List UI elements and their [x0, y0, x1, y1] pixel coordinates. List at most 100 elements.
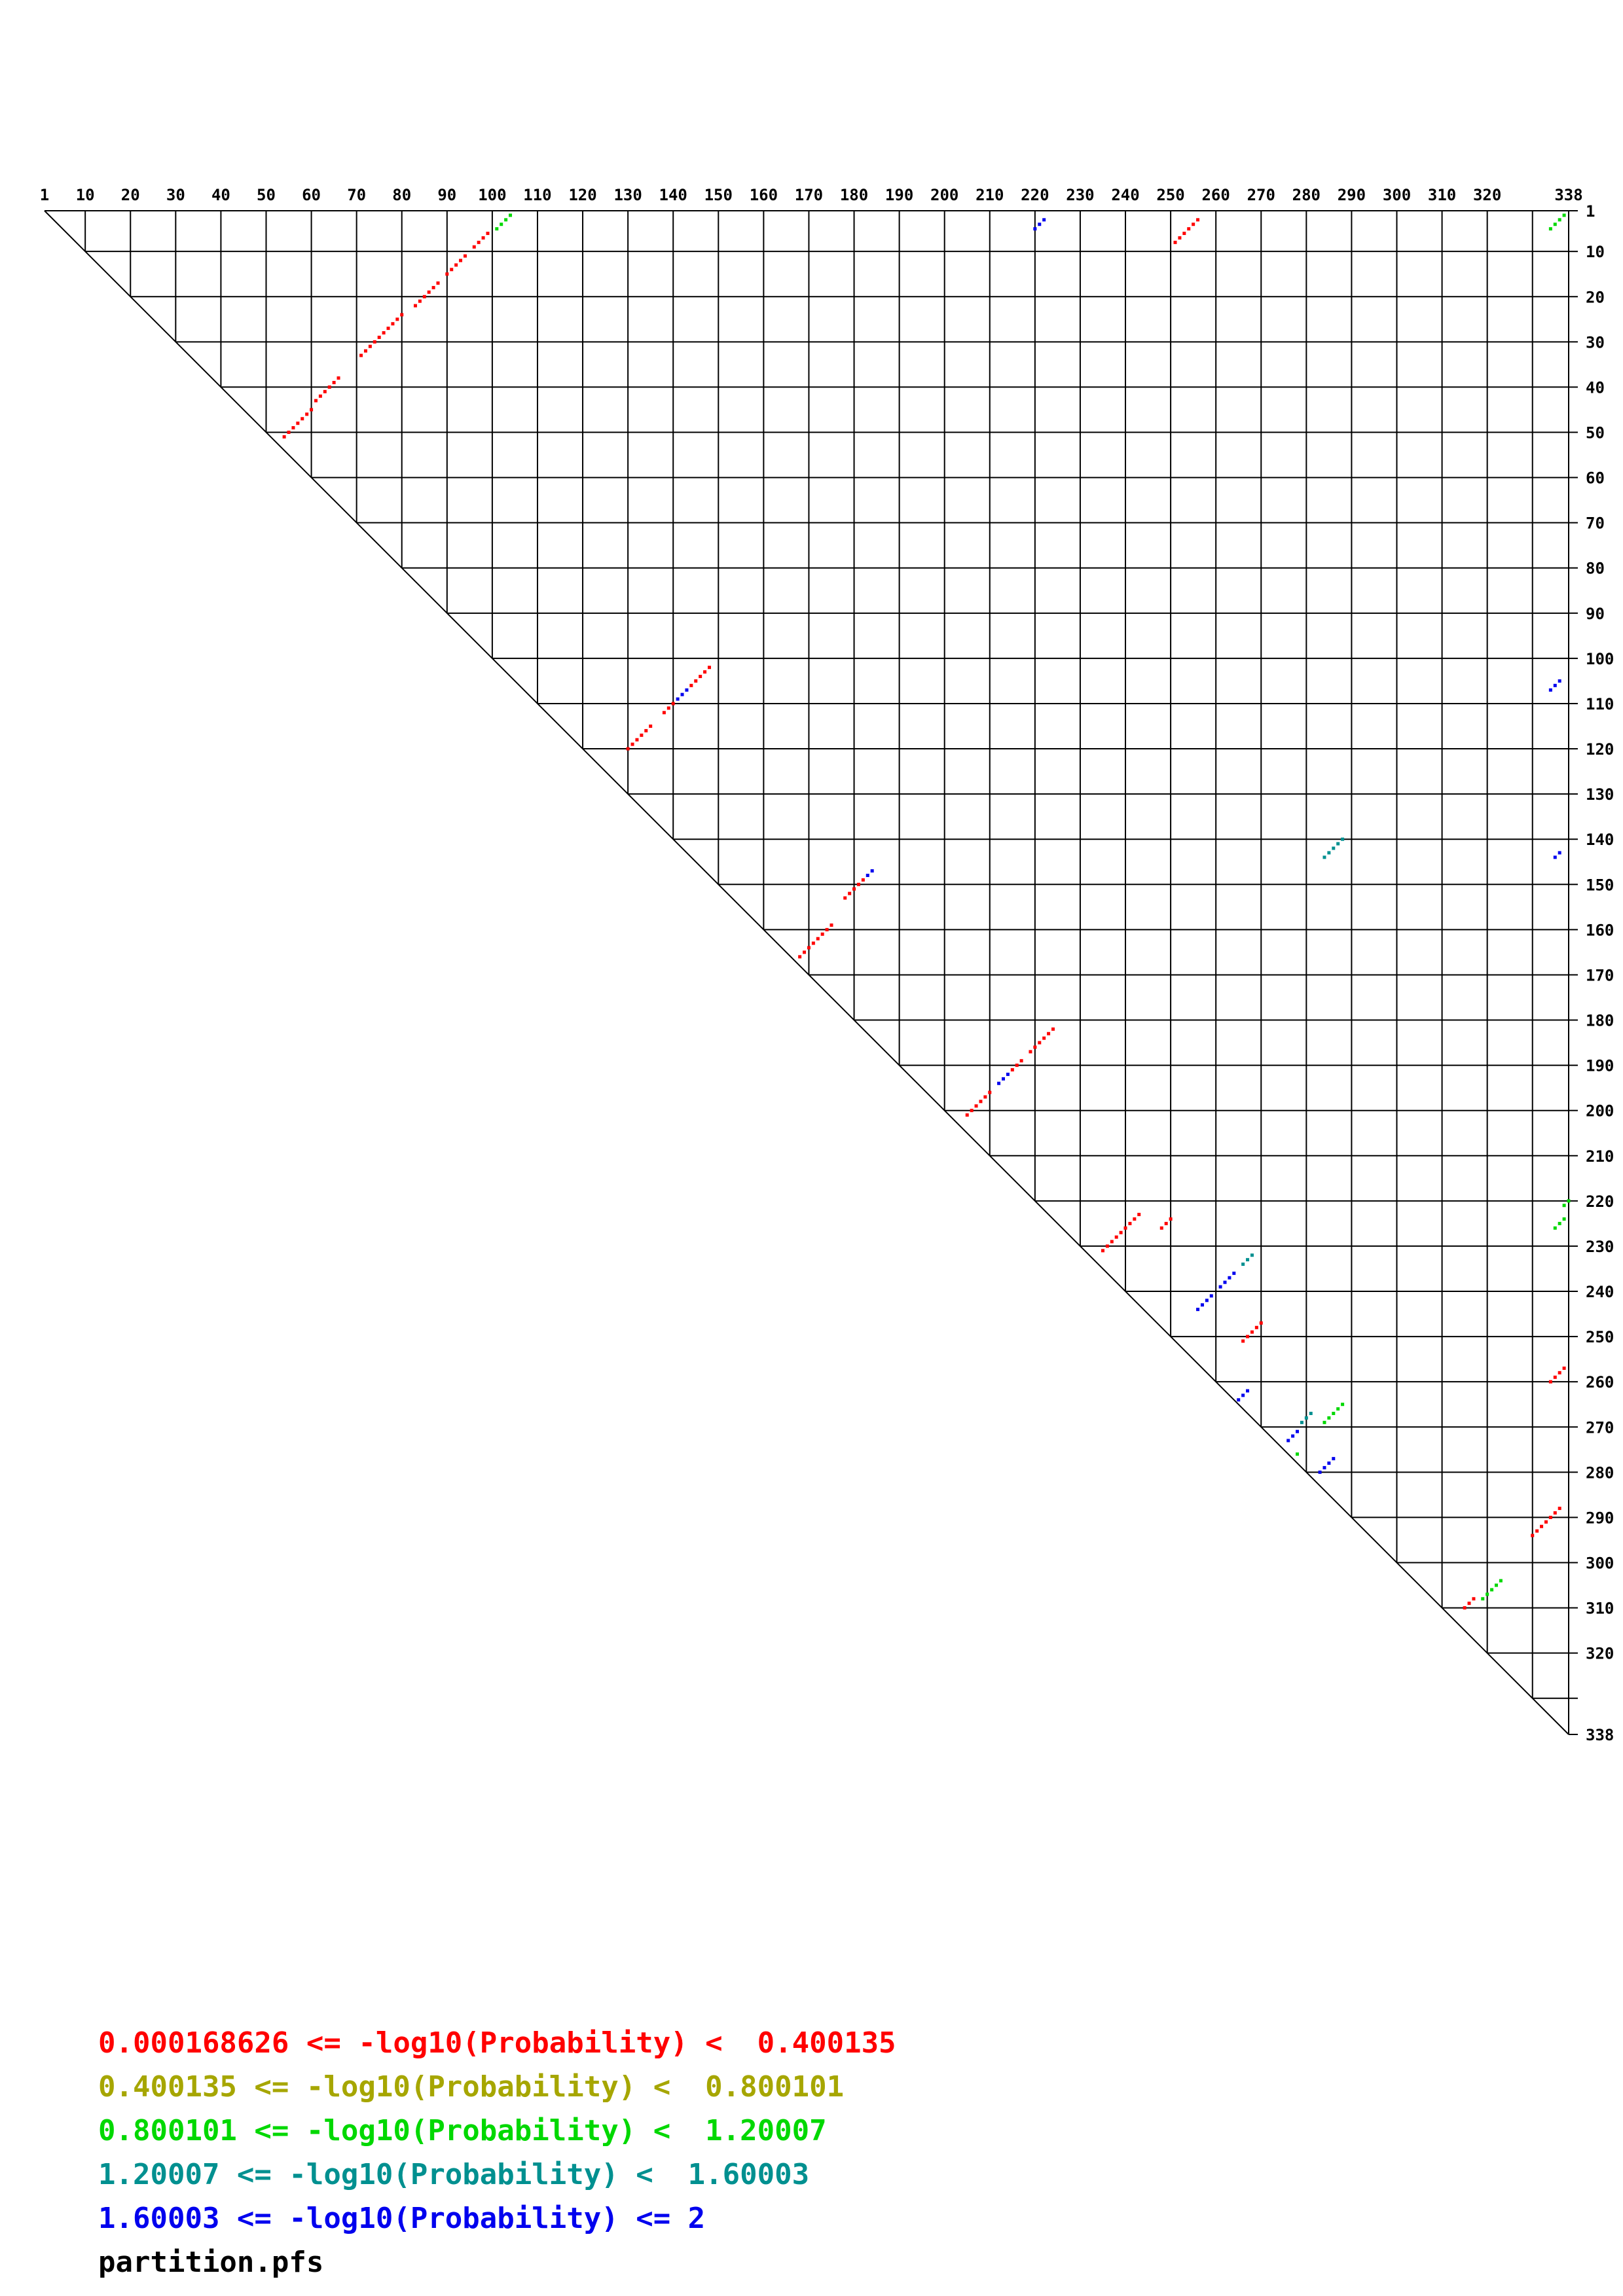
legend-entry: 0.400135 <= -log10(Probability) < 0.8001… [98, 2070, 845, 2104]
probability-dot [1254, 1325, 1258, 1329]
top-axis-tick-label: 60 [302, 186, 321, 204]
probability-dot [427, 290, 431, 294]
probability-dot [1336, 1407, 1340, 1411]
probability-dot [630, 742, 634, 746]
probability-dot [495, 227, 499, 231]
probability-dot [1322, 855, 1326, 859]
probability-dot [1336, 842, 1340, 846]
top-axis-tick-label: 90 [437, 186, 456, 204]
right-axis-tick-label: 220 [1586, 1193, 1614, 1211]
probability-dot [1548, 1380, 1552, 1384]
probability-dot [1187, 227, 1191, 231]
probability-dot [1246, 1258, 1250, 1262]
probability-dot [1038, 1041, 1042, 1045]
probability-dot [1558, 218, 1561, 222]
probability-dot [1553, 683, 1557, 687]
probability-dot [848, 891, 852, 895]
probability-dot [1173, 240, 1177, 244]
probability-dot [1105, 1244, 1109, 1248]
probability-dot [1241, 1263, 1245, 1266]
probability-dot [1332, 1412, 1336, 1416]
probability-dot [870, 869, 874, 873]
probability-dot [500, 223, 503, 226]
probability-dot [1467, 1602, 1471, 1605]
probability-dot [1318, 1470, 1322, 1474]
right-axis-tick-label: 30 [1586, 333, 1605, 351]
probability-dot [1241, 1393, 1245, 1397]
top-axis-tick-label: 170 [795, 186, 823, 204]
legend-entry: 1.60003 <= -log10(Probability) <= 2 [98, 2202, 706, 2235]
probability-dot [1232, 1271, 1236, 1275]
dot-series [1241, 837, 1345, 1424]
probability-dot [676, 697, 680, 701]
right-axis-tick-label: 110 [1586, 695, 1614, 713]
probability-dot [1296, 1452, 1300, 1456]
probability-dot [1472, 1597, 1476, 1601]
top-axis-tick-label: 200 [930, 186, 958, 204]
probability-dot [1291, 1434, 1295, 1438]
dot-series [282, 218, 1566, 1610]
right-axis-tick-label: 290 [1586, 1509, 1614, 1527]
probability-dot [1200, 1303, 1204, 1307]
probability-dot [1286, 1439, 1290, 1443]
top-axis-tick-label: 100 [478, 186, 506, 204]
probability-dot [640, 733, 644, 737]
probability-dot [1304, 1416, 1308, 1420]
probability-dot [450, 268, 454, 272]
probability-dot [1169, 1217, 1173, 1221]
probability-dot [1553, 223, 1557, 226]
probability-dot [1006, 1072, 1010, 1076]
probability-dot [1553, 855, 1557, 859]
probability-dot [337, 376, 340, 380]
probability-dot [413, 304, 417, 308]
probability-dot [1562, 213, 1566, 217]
legend-entry: 0.000168626 <= -log10(Probability) < 0.4… [98, 2026, 896, 2060]
probability-dot [454, 263, 458, 267]
probability-dot [436, 281, 440, 285]
probability-dot [327, 385, 331, 389]
probability-dot [314, 399, 318, 403]
right-axis-tick-label: 200 [1586, 1102, 1614, 1121]
probability-dot [310, 408, 314, 412]
probability-dot [1250, 1253, 1254, 1257]
probability-dot [1544, 1520, 1548, 1524]
top-axis-tick-label: 300 [1383, 186, 1411, 204]
probability-dot [649, 725, 653, 728]
probability-dot [1241, 1339, 1245, 1343]
right-axis-tick-label: 10 [1586, 243, 1605, 261]
top-axis-tick-label: 140 [659, 186, 687, 204]
probability-dot [368, 344, 372, 348]
right-axis-tick-label: 150 [1586, 876, 1614, 894]
probability-dot [1223, 1280, 1227, 1284]
probability-dot [363, 349, 367, 353]
probability-dot [866, 873, 869, 877]
probability-dot [1548, 227, 1552, 231]
axis-labels: 1110102020303040405050606070708080909010… [40, 186, 1614, 1744]
top-axis-tick-label: 1 [40, 186, 49, 204]
probability-dot [400, 313, 404, 317]
probability-dot [1182, 232, 1186, 236]
probability-dot [305, 412, 309, 416]
right-axis-tick-label: 20 [1586, 288, 1605, 306]
probability-dot [1558, 851, 1561, 855]
probability-dot [1558, 1507, 1561, 1511]
probability-dot [1553, 1375, 1557, 1379]
legend-footer-filename: partition.pfs [98, 2246, 324, 2279]
right-axis-tick-label: 100 [1586, 650, 1614, 668]
right-axis-tick-label: 60 [1586, 469, 1605, 488]
top-axis-tick-label: 320 [1473, 186, 1501, 204]
probability-dot [843, 896, 847, 900]
probability-dot [694, 679, 698, 683]
dot-series [676, 218, 1561, 1474]
probability-dot [671, 702, 675, 706]
probability-dot [359, 353, 363, 357]
diagonal-line [44, 210, 1569, 1735]
probability-dot [803, 950, 807, 954]
probability-dot [811, 941, 815, 945]
probability-dotplot: 1110102020303040405050606070708080909010… [40, 186, 1614, 1744]
probability-dot [1558, 1371, 1561, 1374]
probability-dot [486, 232, 490, 236]
probability-dot [1309, 1412, 1313, 1416]
probability-dot [1228, 1276, 1231, 1280]
